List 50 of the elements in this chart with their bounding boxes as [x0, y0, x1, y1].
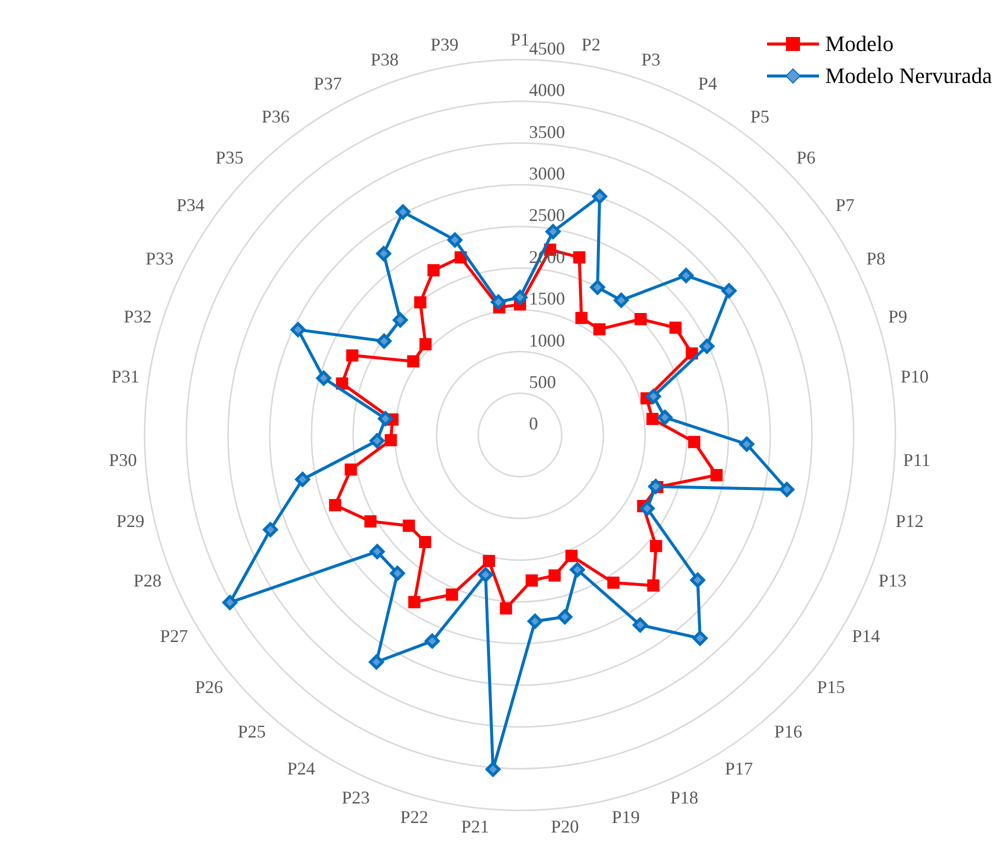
- spoke-label: P30: [108, 450, 137, 470]
- spoke-label: P31: [111, 366, 140, 387]
- spoke-label: P17: [724, 758, 753, 779]
- y-tick-label: 2500: [529, 205, 565, 226]
- spoke-label: P6: [796, 147, 816, 168]
- spoke-label: P11: [903, 450, 930, 470]
- legend-label: Modelo Nervurada: [825, 63, 992, 89]
- spoke-label: P7: [836, 195, 855, 216]
- spoke-label: P5: [750, 106, 770, 126]
- y-tick-label: 3000: [529, 163, 565, 184]
- y-tick-label: 0: [529, 414, 538, 434]
- y-tick-label: 1500: [529, 288, 565, 309]
- spoke-label: P16: [774, 722, 802, 742]
- spoke-label: P23: [342, 787, 370, 808]
- spoke-label: P38: [370, 49, 399, 70]
- spoke-label: P9: [888, 306, 908, 326]
- spoke-label: P37: [314, 73, 342, 94]
- spoke-label: P24: [287, 758, 316, 779]
- spoke-label: P34: [176, 195, 204, 216]
- spoke-label: P1: [510, 30, 530, 50]
- spoke-label: P20: [550, 816, 579, 837]
- spoke-label: P32: [124, 306, 152, 326]
- spoke-label: P26: [195, 677, 224, 698]
- y-tick-label: 500: [529, 372, 556, 392]
- y-tick-label: 4000: [529, 80, 565, 100]
- spoke-label: P15: [816, 677, 845, 698]
- y-tick-label: 4500: [529, 38, 565, 58]
- spoke-label: P10: [900, 366, 929, 387]
- spoke-label: P4: [698, 73, 718, 94]
- spoke-label: P21: [461, 816, 490, 837]
- spoke-label: P18: [670, 787, 698, 808]
- spoke-label: P13: [878, 570, 906, 590]
- spoke-label: P8: [866, 248, 886, 269]
- spoke-label: P33: [146, 248, 174, 269]
- legend-label: Modelo: [825, 31, 894, 57]
- spoke-label: P14: [852, 626, 880, 646]
- spoke-label: P29: [116, 511, 144, 532]
- spoke-label: P12: [896, 511, 924, 532]
- y-tick-label: 1000: [529, 330, 565, 350]
- spoke-label: P28: [134, 570, 162, 590]
- spoke-label: P19: [612, 806, 640, 827]
- spoke-label: P25: [238, 722, 266, 742]
- spoke-label: P27: [160, 626, 188, 646]
- spoke-label: P39: [430, 34, 458, 54]
- spoke-label: P3: [641, 49, 660, 70]
- spoke-label: P22: [400, 806, 428, 827]
- spoke-label: P36: [262, 106, 290, 126]
- spoke-label: P35: [215, 147, 244, 168]
- spoke-label: P2: [582, 34, 601, 54]
- y-tick-label: 3500: [529, 122, 565, 142]
